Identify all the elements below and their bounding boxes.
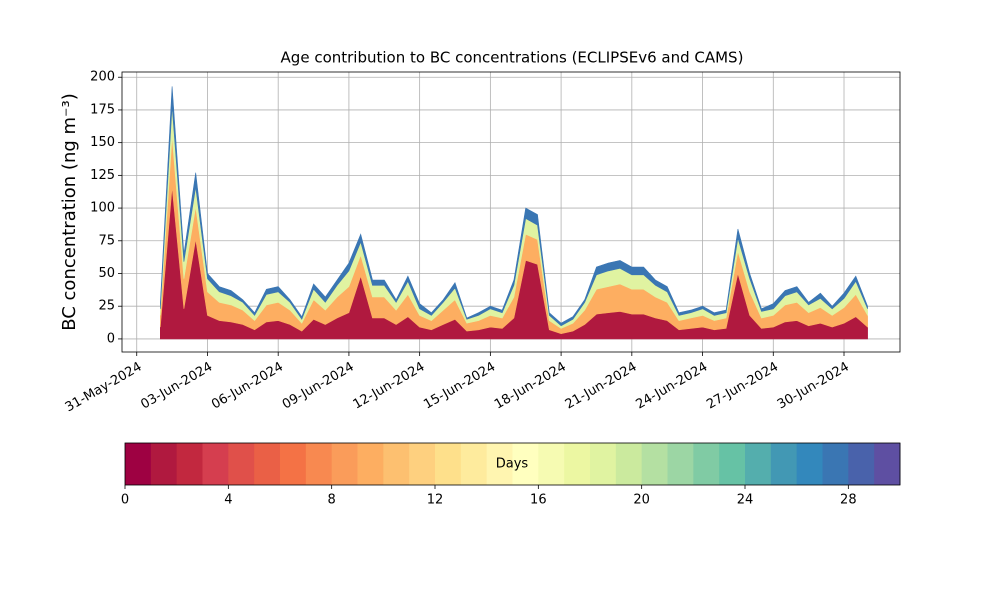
colorbar-bin [383, 443, 410, 485]
colorbar-bin [331, 443, 358, 485]
y-tick-label: 0 [107, 331, 115, 346]
colorbar-tick-label: 16 [530, 493, 547, 508]
colorbar-tick-label: 0 [121, 493, 129, 508]
y-tick-label: 75 [98, 233, 115, 248]
colorbar-bin [254, 443, 281, 485]
chart-title: Age contribution to BC concentrations (E… [281, 49, 744, 67]
colorbar-bin [615, 443, 643, 485]
colorbar-bin [228, 443, 255, 485]
colorbar-bin [125, 443, 152, 485]
colorbar-bin [745, 443, 772, 485]
colorbar-bin [667, 443, 694, 485]
colorbar-bin [512, 443, 539, 485]
y-tick-label: 150 [90, 135, 115, 150]
colorbar-tick-label: 20 [633, 493, 650, 508]
colorbar: Days 0 4 8 12 16 20 24 28 [121, 442, 901, 508]
colorbar-bin [486, 443, 513, 485]
colorbar-bin [435, 443, 462, 485]
y-tick-label: 125 [90, 168, 115, 183]
colorbar-bin [796, 443, 823, 485]
colorbar-bin [641, 443, 668, 485]
colorbar-bin [280, 443, 307, 485]
colorbar-bin [822, 443, 849, 485]
colorbar-bin [874, 443, 901, 485]
colorbar-bin [590, 443, 617, 485]
colorbar-bin [564, 443, 591, 485]
colorbar-bin [719, 443, 746, 485]
colorbar-bin [357, 443, 384, 485]
colorbar-bin [150, 443, 178, 485]
colorbar-tick-label: 4 [224, 493, 232, 508]
colorbar-bin [538, 443, 565, 485]
y-tick-label: 100 [90, 201, 115, 216]
colorbar-bin [770, 443, 798, 485]
colorbar-tick-label: 24 [737, 493, 754, 508]
colorbar-bin [409, 443, 436, 485]
plot-frame [121, 71, 901, 353]
colorbar-bin [693, 443, 720, 485]
y-tick-label: 200 [90, 70, 115, 85]
y-axis-label: BC concentration (ng m⁻³) [59, 93, 80, 331]
colorbar-tick-label: 28 [840, 493, 857, 508]
colorbar-bin [848, 443, 875, 485]
y-tick-label: 25 [98, 299, 115, 314]
colorbar-label: Days [496, 457, 529, 472]
colorbar-frame [124, 442, 901, 486]
colorbar-bin [202, 443, 229, 485]
colorbar-bin [460, 443, 488, 485]
area-layer [160, 86, 868, 327]
colorbar-bin [305, 443, 333, 485]
y-tick-label: 175 [90, 102, 115, 117]
colorbar-tick-label: 12 [427, 493, 444, 508]
colorbar-bin [176, 443, 203, 485]
y-tick-label: 50 [98, 266, 115, 281]
colorbar-tick-label: 8 [328, 493, 336, 508]
